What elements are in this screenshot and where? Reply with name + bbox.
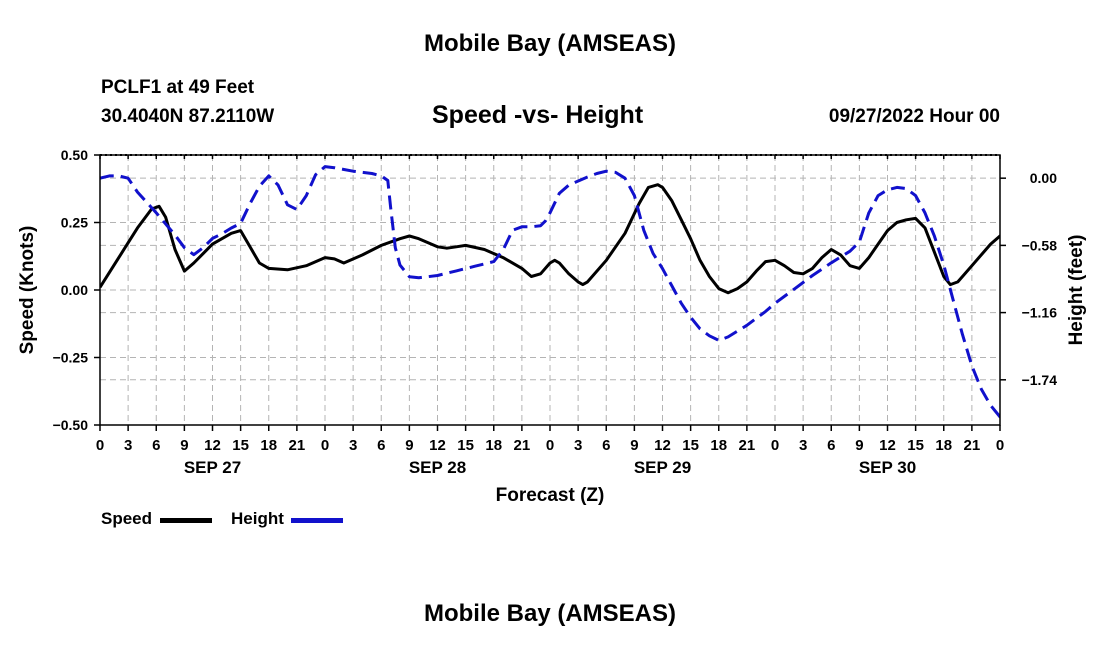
x-tick-label: 21	[289, 437, 306, 454]
x-tick-label: 0	[321, 437, 329, 454]
x-date-label: SEP 30	[859, 458, 916, 477]
x-tick-label: 9	[855, 437, 863, 454]
x-date-label: SEP 27	[184, 458, 241, 477]
y-tick-label: 0.50	[61, 147, 88, 163]
x-tick-label: 9	[630, 437, 638, 454]
y-tick-label: 0.00	[61, 282, 88, 298]
page-title: Mobile Bay (AMSEAS)	[423, 30, 677, 57]
x-tick-label: 0	[996, 437, 1004, 454]
x-tick-label: 15	[232, 437, 249, 454]
x-tick-label: 12	[429, 437, 446, 454]
x-axis-label: Forecast (Z)	[496, 485, 605, 506]
x-date-label: SEP 29	[634, 458, 691, 477]
y-tick-label: −0.50	[53, 417, 89, 433]
x-tick-label: 15	[907, 437, 924, 454]
x-tick-label: 15	[457, 437, 474, 454]
x-tick-label: 12	[204, 437, 221, 454]
x-tick-label: 12	[879, 437, 896, 454]
y2-tick-label: −1.16	[1022, 305, 1058, 321]
x-tick-label: 9	[405, 437, 413, 454]
series-line-speed	[100, 183, 1000, 295]
footer-title: Mobile Bay (AMSEAS)	[423, 600, 677, 627]
legend-swatch-height	[291, 518, 343, 523]
x-tick-label: 6	[377, 437, 385, 454]
x-tick-label: 21	[739, 437, 756, 454]
series-line-height	[100, 165, 1000, 419]
x-tick-label: 15	[682, 437, 699, 454]
y2-axis-label: Height (feet)	[1066, 235, 1087, 346]
y-axis-label: Speed (Knots)	[17, 226, 38, 355]
x-tick-label: 6	[152, 437, 160, 454]
x-tick-label: 3	[799, 437, 807, 454]
legend-label-height: Height	[231, 509, 284, 528]
station-label: PCLF1 at 49 Feet	[101, 77, 255, 98]
x-tick-label: 21	[514, 437, 531, 454]
y-tick-label: −0.25	[53, 350, 89, 366]
x-tick-label: 0	[96, 437, 104, 454]
legend-label-speed: Speed	[101, 509, 153, 528]
y2-tick-label: −1.74	[1022, 372, 1058, 388]
x-tick-label: 18	[710, 437, 727, 454]
x-tick-label: 6	[602, 437, 610, 454]
y-tick-label: 0.25	[61, 215, 88, 231]
x-tick-label: 9	[180, 437, 188, 454]
y2-tick-label: −0.58	[1022, 237, 1058, 253]
station-coordinates: 30.4040N 87.2110W	[101, 106, 275, 127]
legend-swatch-speed	[160, 518, 212, 523]
x-tick-label: 18	[260, 437, 277, 454]
x-tick-label: 21	[964, 437, 981, 454]
x-tick-label: 18	[935, 437, 952, 454]
x-tick-label: 12	[654, 437, 671, 454]
forecast-time: 09/27/2022 Hour 00	[828, 106, 1000, 127]
chart-title: Speed -vs- Height	[432, 101, 644, 129]
x-tick-label: 6	[827, 437, 835, 454]
x-tick-label: 3	[574, 437, 582, 454]
x-tick-label: 18	[485, 437, 502, 454]
x-tick-label: 0	[546, 437, 554, 454]
y2-tick-label: 0.00	[1030, 170, 1057, 186]
x-tick-label: 3	[349, 437, 357, 454]
x-tick-label: 0	[771, 437, 779, 454]
x-date-label: SEP 28	[409, 458, 466, 477]
x-tick-label: 3	[124, 437, 132, 454]
